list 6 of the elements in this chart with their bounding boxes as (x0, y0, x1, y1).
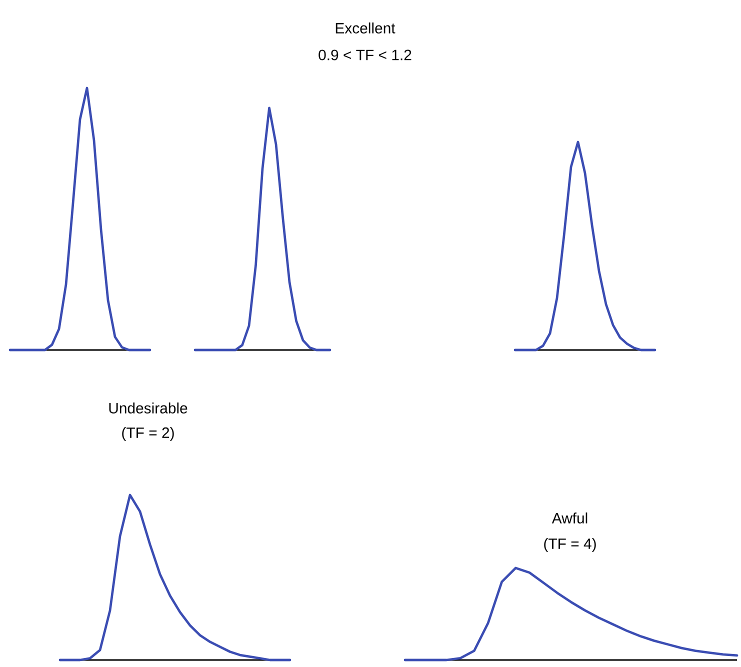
chart-title: Undesirable (109, 402, 188, 414)
chart-title: Awful (552, 512, 588, 524)
chart-subtitle: (TF = 4) (544, 538, 596, 552)
chart-subtitle: (TF = 2) (122, 427, 174, 441)
text: 0.9 < TF < 1.2 (318, 50, 412, 60)
text: Excellent (336, 22, 396, 34)
